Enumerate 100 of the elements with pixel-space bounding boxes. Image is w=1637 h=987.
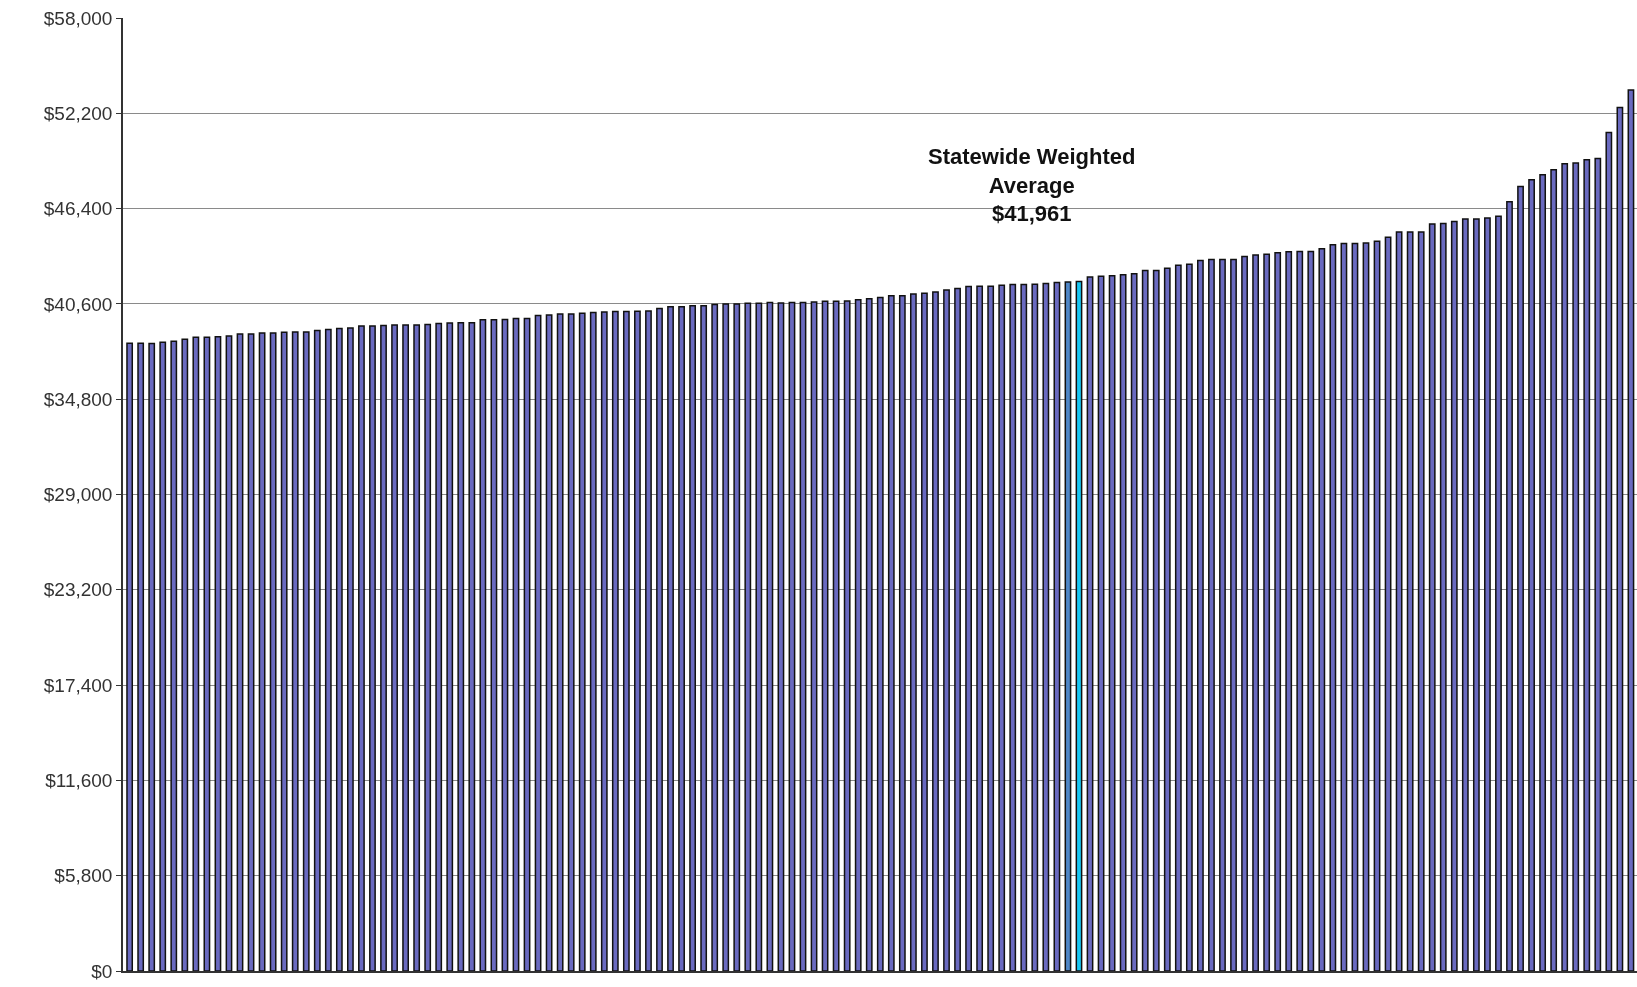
annotation: Statewide Weighted Average $41,961 — [928, 144, 1136, 227]
bar — [1197, 259, 1204, 971]
y-tick-label: $52,200 — [43, 102, 113, 124]
bar — [766, 301, 774, 971]
bar — [965, 285, 972, 971]
bar — [1241, 255, 1248, 971]
bar — [1506, 200, 1513, 971]
bar — [722, 303, 730, 971]
bar — [1252, 254, 1259, 971]
bar — [1219, 258, 1226, 971]
bar — [744, 302, 752, 971]
bar — [1020, 283, 1028, 971]
bar — [589, 311, 597, 971]
bar — [1230, 258, 1237, 971]
bar — [335, 327, 343, 971]
bar — [302, 331, 310, 971]
bar — [1174, 264, 1182, 971]
bar — [843, 300, 851, 971]
bar — [170, 340, 178, 971]
y-tick-label: $58,000 — [43, 7, 113, 29]
bar — [324, 328, 332, 971]
bar — [1461, 218, 1469, 971]
bar — [369, 325, 376, 971]
y-tick-label: $46,400 — [43, 198, 113, 220]
bar — [269, 332, 277, 971]
bar — [468, 321, 476, 971]
bar — [181, 338, 189, 971]
bar — [1517, 185, 1524, 971]
bar — [876, 296, 884, 971]
bar — [1329, 244, 1337, 971]
bar — [854, 298, 862, 971]
bar — [1395, 231, 1403, 971]
bar — [1285, 251, 1293, 971]
bar — [1528, 178, 1535, 971]
bar — [832, 300, 840, 971]
bar — [291, 331, 299, 971]
bar — [1031, 283, 1039, 971]
bar — [391, 324, 398, 971]
bar — [1163, 267, 1171, 971]
y-tick-label: $29,000 — [43, 484, 113, 506]
bar — [1296, 250, 1304, 971]
bar — [998, 284, 1006, 971]
bar — [634, 310, 641, 971]
bar — [148, 342, 156, 971]
bar — [987, 285, 995, 971]
bar — [1539, 174, 1547, 971]
bar — [1495, 215, 1502, 971]
bar — [1263, 253, 1271, 971]
bar — [1550, 168, 1558, 971]
bar — [656, 307, 663, 971]
bar — [556, 313, 564, 971]
bar — [313, 329, 321, 971]
bar — [1042, 282, 1050, 971]
bar — [976, 285, 984, 971]
bar — [1561, 162, 1569, 971]
bar — [600, 311, 608, 971]
bar — [1472, 218, 1480, 971]
bar — [413, 324, 421, 971]
bar — [1428, 223, 1436, 971]
bar — [733, 303, 741, 971]
bar — [1616, 106, 1624, 971]
bar — [457, 321, 465, 971]
bar — [1141, 269, 1149, 971]
bar — [1572, 162, 1580, 971]
bar — [932, 291, 939, 971]
bar — [1406, 231, 1414, 971]
bar — [1417, 231, 1425, 971]
bar — [1274, 252, 1282, 971]
y-tick-label: $11,600 — [45, 770, 113, 792]
y-tick-label: $0 — [91, 960, 113, 982]
bar — [479, 319, 487, 971]
bar — [159, 341, 167, 971]
bar — [192, 336, 200, 971]
bar — [1152, 269, 1160, 971]
bar — [1318, 248, 1326, 971]
bar — [358, 325, 365, 971]
bar — [909, 293, 917, 971]
bar — [1130, 272, 1138, 971]
y-tick-label: $34,800 — [43, 388, 113, 410]
bar — [1594, 157, 1602, 971]
bar — [446, 322, 454, 971]
bar — [1307, 250, 1315, 971]
bar — [755, 302, 763, 971]
bar — [1185, 263, 1193, 971]
bar — [645, 310, 652, 971]
bar — [898, 295, 906, 971]
bar — [347, 327, 354, 971]
bar — [402, 324, 409, 971]
bar — [578, 312, 586, 971]
bar — [921, 292, 928, 971]
y-tick-label: $17,400 — [43, 674, 113, 696]
bar — [943, 289, 950, 971]
bar — [126, 342, 134, 971]
bar — [567, 313, 575, 971]
y-tick-label: $40,600 — [43, 293, 113, 315]
bar — [280, 331, 288, 971]
bar — [611, 310, 619, 971]
bar — [700, 305, 708, 971]
bar — [1119, 273, 1127, 971]
y-tick-label: $5,800 — [54, 865, 113, 887]
